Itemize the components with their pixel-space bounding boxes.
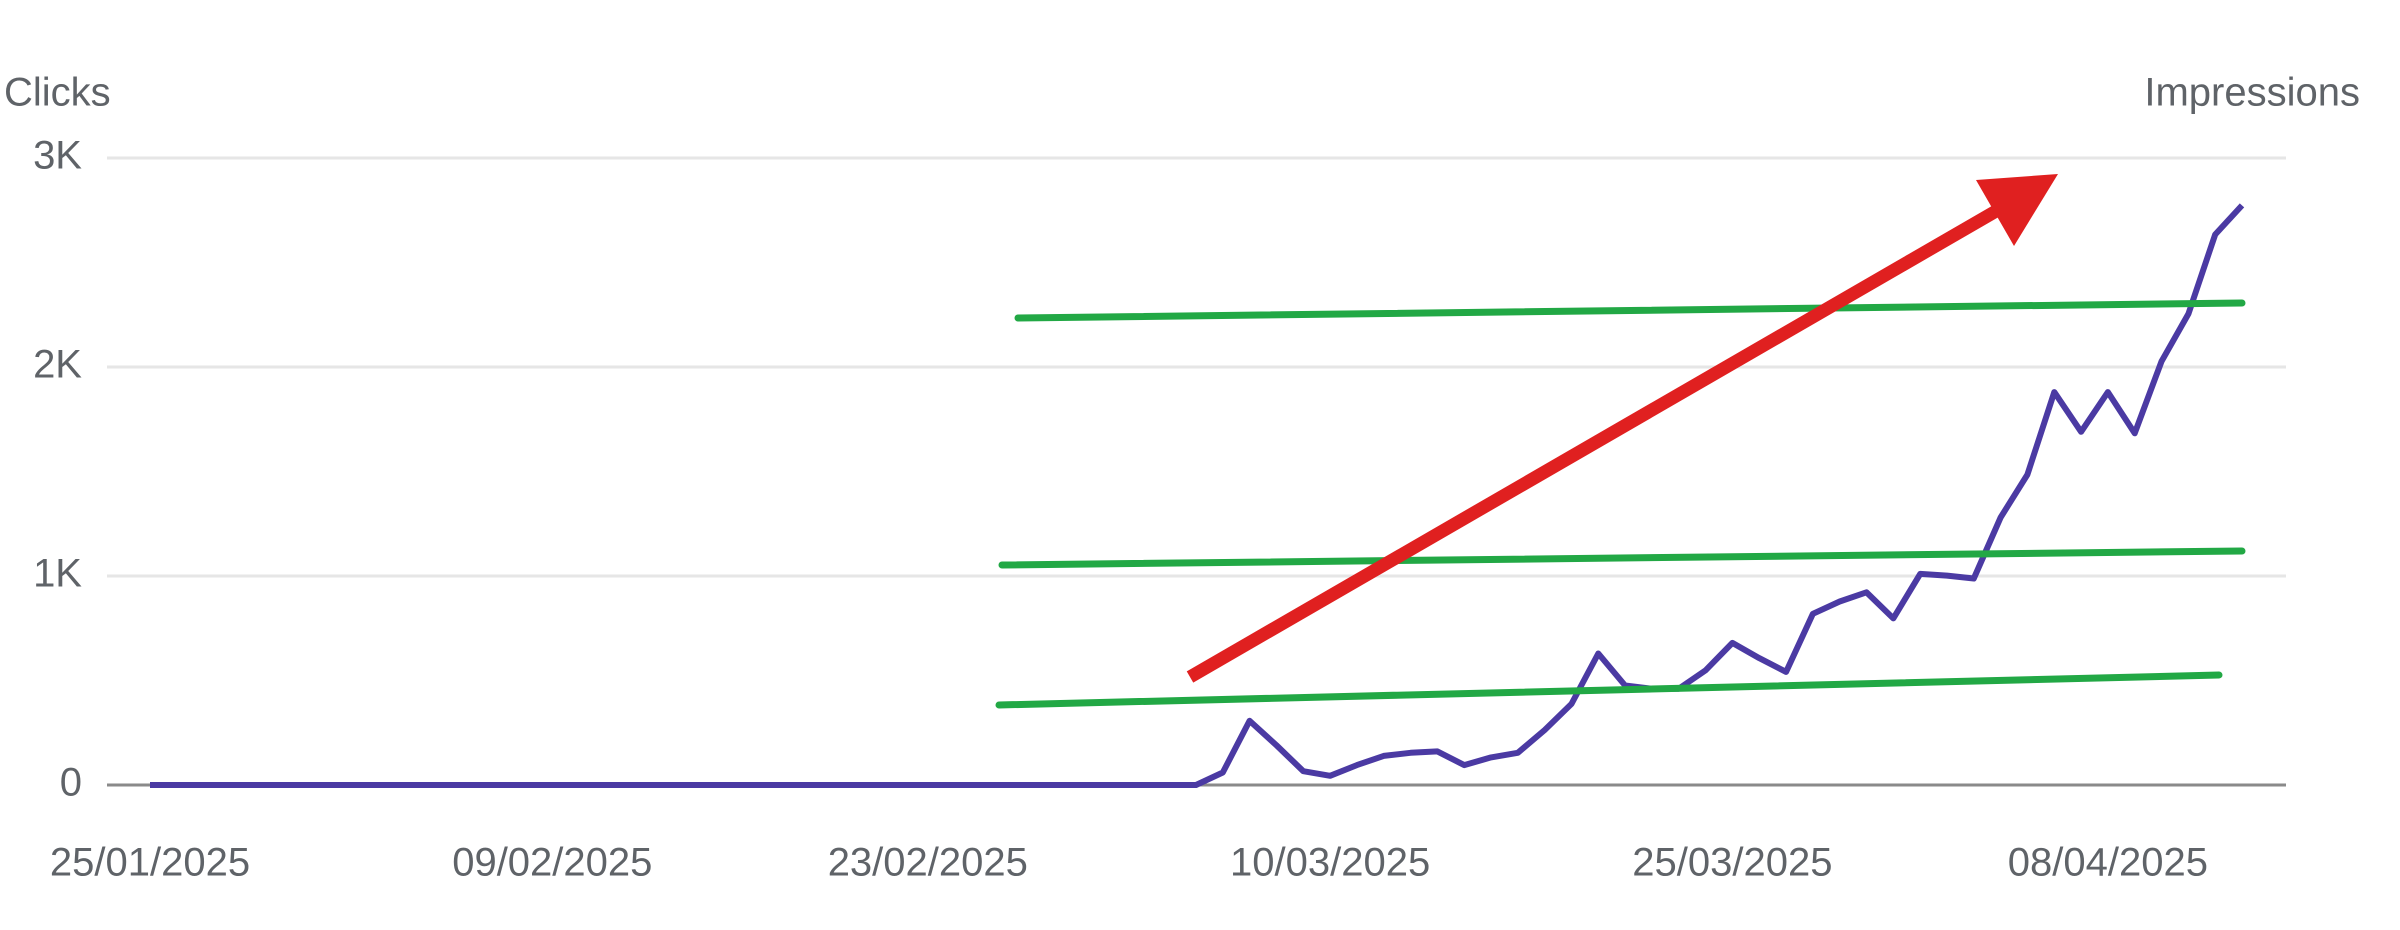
annotation-arrow (1186, 197, 2014, 683)
y-tick-label: 3K (33, 134, 82, 178)
annotation-line (995, 671, 2223, 709)
x-tick-label: 25/01/2025 (50, 841, 250, 885)
x-tick-label: 23/02/2025 (828, 841, 1028, 885)
x-tick-label: 10/03/2025 (1230, 841, 1430, 885)
y-axis-title: Clicks (4, 71, 111, 115)
plot: 0 1K 2K 3K 25/01/2025 09/02/2025 23/02/2025 10/… (33, 134, 2286, 885)
annotations (995, 174, 2246, 709)
x-tick-label: 09/02/2025 (452, 841, 652, 885)
annotation-line (1014, 299, 2246, 322)
x-tick-label: 08/04/2025 (2008, 841, 2208, 885)
annotation-arrow-head (1976, 174, 2058, 246)
y-tick-label: 2K (33, 343, 82, 387)
y-tick-label: 1K (33, 552, 82, 596)
annotation-line (998, 547, 2246, 569)
y2-axis-title: Impressions (2144, 71, 2360, 115)
x-tick-label: 25/03/2025 (1632, 841, 1832, 885)
series-line (150, 203, 2245, 788)
y-tick-label: 0 (60, 761, 82, 805)
